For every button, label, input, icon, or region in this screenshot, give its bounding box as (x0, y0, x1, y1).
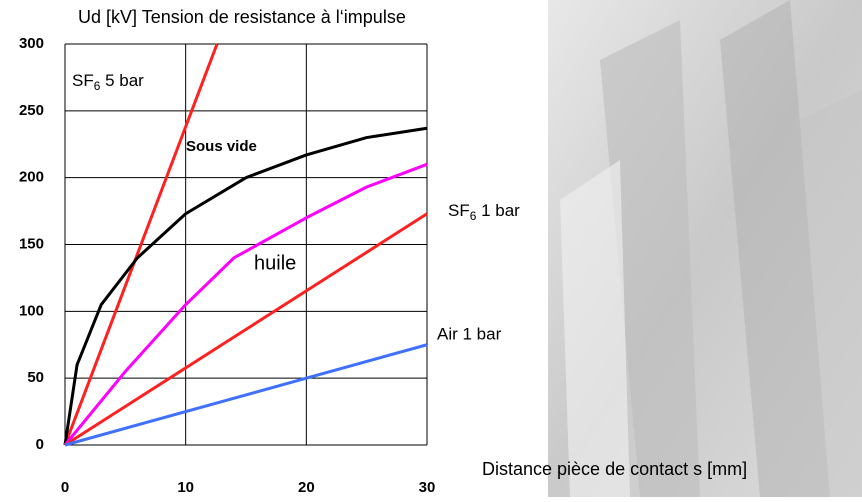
chart-title: Ud [kV] Tension de resistance à l‘impuls… (78, 7, 406, 27)
background-image (548, 0, 862, 497)
y-tick-label: 50 (27, 369, 44, 386)
series-label: huile (254, 252, 296, 274)
x-axis-label: Distance pièce de contact s [mm] (482, 459, 747, 479)
y-tick-label: 100 (19, 302, 44, 319)
series-label: SF6 1 bar (448, 201, 520, 223)
data-line (65, 214, 427, 445)
series-label: Sous vide (186, 138, 257, 155)
x-tick-label: 0 (61, 479, 69, 496)
data-line (65, 128, 427, 445)
series-label: SF6 5 bar (72, 71, 144, 93)
y-tick-label: 250 (19, 102, 44, 119)
series-label: Air 1 bar (437, 324, 502, 343)
x-tick-label: 20 (298, 479, 315, 496)
y-tick-label: 150 (19, 235, 44, 252)
x-tick-label: 30 (419, 479, 436, 496)
x-tick-label: 10 (177, 479, 194, 496)
chart: Ud [kV] Tension de resistance à l‘impuls… (0, 0, 862, 497)
page: {"chart_data": {"type": "line", "title":… (0, 0, 862, 497)
data-line (65, 345, 427, 445)
y-tick-label: 200 (19, 169, 44, 186)
y-tick-label: 0 (36, 436, 44, 453)
y-tick-label: 300 (19, 35, 44, 52)
